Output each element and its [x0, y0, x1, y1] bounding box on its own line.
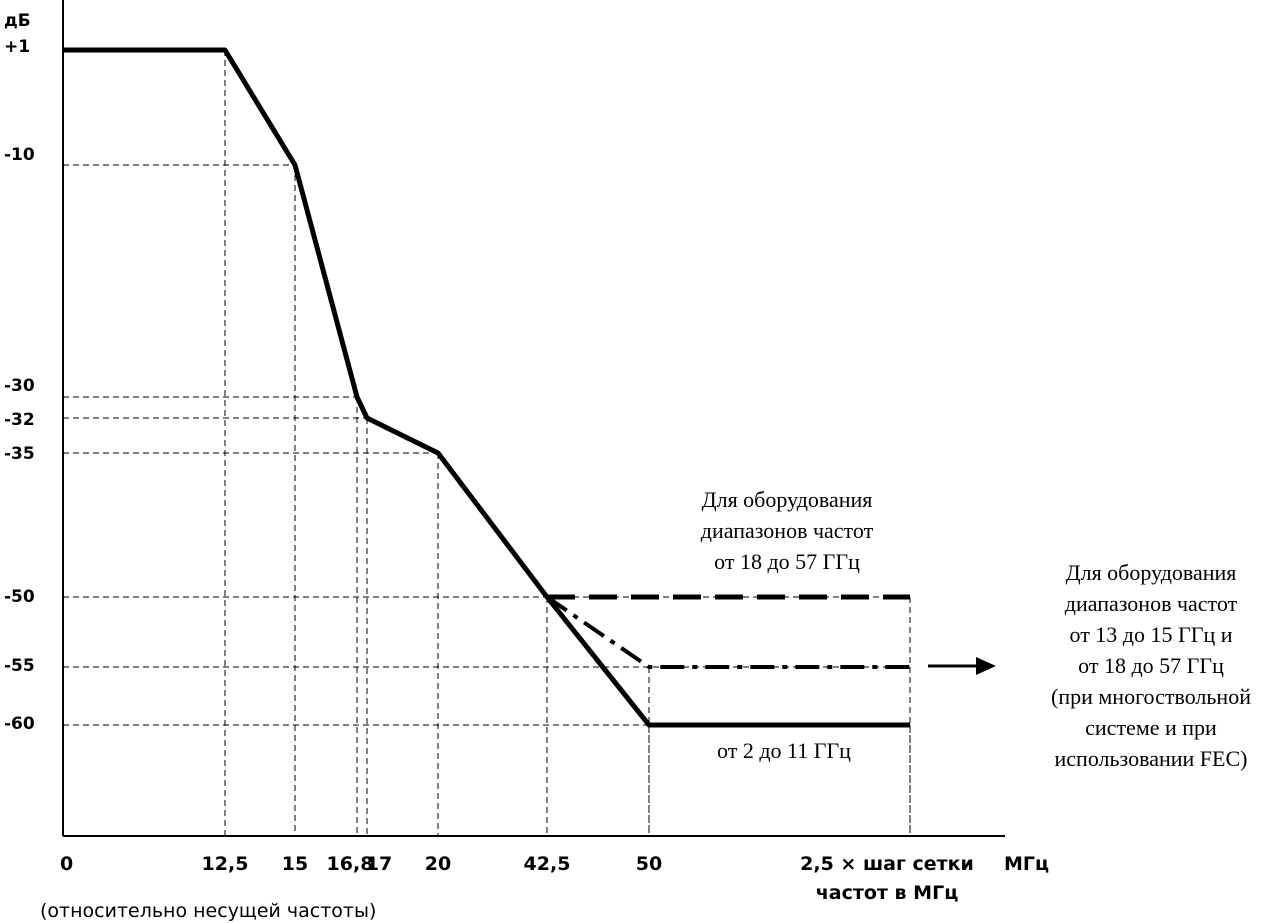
x-last-tick-line-1: 2,5 × шаг сетки	[800, 853, 974, 875]
series-solid-line	[63, 47, 910, 728]
series-dashed-label: Для оборудования диапазонов частот от 18 д…	[701, 487, 874, 574]
x-tick-label: 15	[282, 853, 308, 875]
series-label-line: Для оборудования	[702, 487, 873, 512]
y-tick-label: +1	[4, 37, 30, 57]
x-tick-label: 20	[425, 853, 451, 875]
y-axis-unit: дБ	[4, 11, 31, 31]
x-axis-unit: МГц	[1004, 853, 1049, 875]
series-dashdot-label: Для оборудования диапазонов частот от 13 д…	[1051, 560, 1251, 771]
series-label-line: диапазонов частот	[701, 518, 874, 543]
x-tick-label: 50	[636, 853, 662, 875]
y-tick-label: -30	[4, 376, 35, 396]
y-tick-label: -32	[4, 410, 35, 430]
series-solid-label: от 2 до 11 ГГц	[717, 738, 851, 763]
series-label-line: системе и при	[1085, 715, 1217, 740]
y-tick-label: -60	[4, 714, 35, 734]
x-tick-label: 42,5	[524, 853, 571, 875]
series-dashdot-line	[545, 595, 910, 669]
series-label-line: от 18 до 57 ГГц	[714, 549, 860, 574]
series-layer	[63, 47, 910, 728]
series-label-line: диапазонов частот	[1065, 591, 1238, 616]
x-tick-label: 16,8	[327, 853, 374, 875]
x-tick-labels: 0 12,5 15 16,817 20 42,5 50	[60, 853, 662, 875]
y-tick-label: -10	[4, 145, 35, 165]
label-arrow	[928, 657, 996, 675]
series-label-line: (при многоствольной	[1051, 684, 1251, 709]
y-tick-label: -55	[4, 656, 35, 676]
series-label-line: от 18 до 57 ГГц	[1078, 653, 1224, 678]
series-label-line: использовании FEC)	[1055, 746, 1248, 771]
y-tick-label: -50	[4, 587, 35, 607]
x-tick-label: 12,5	[202, 853, 249, 875]
y-tick-labels: +1 -10 -30 -32 -35 -50 -55 -60	[4, 37, 35, 734]
x-axis-note: (относительно несущей частоты)	[40, 900, 376, 922]
x-tick-label: 17	[366, 853, 392, 875]
guide-lines	[63, 50, 911, 836]
x-tick-label: 0	[60, 853, 73, 875]
series-label-line: от 13 до 15 ГГц и	[1069, 622, 1232, 647]
y-tick-label: -35	[4, 444, 35, 464]
x-last-tick-line-2: частот в МГц	[816, 882, 959, 904]
series-label-line: Для оборудования	[1066, 560, 1237, 585]
